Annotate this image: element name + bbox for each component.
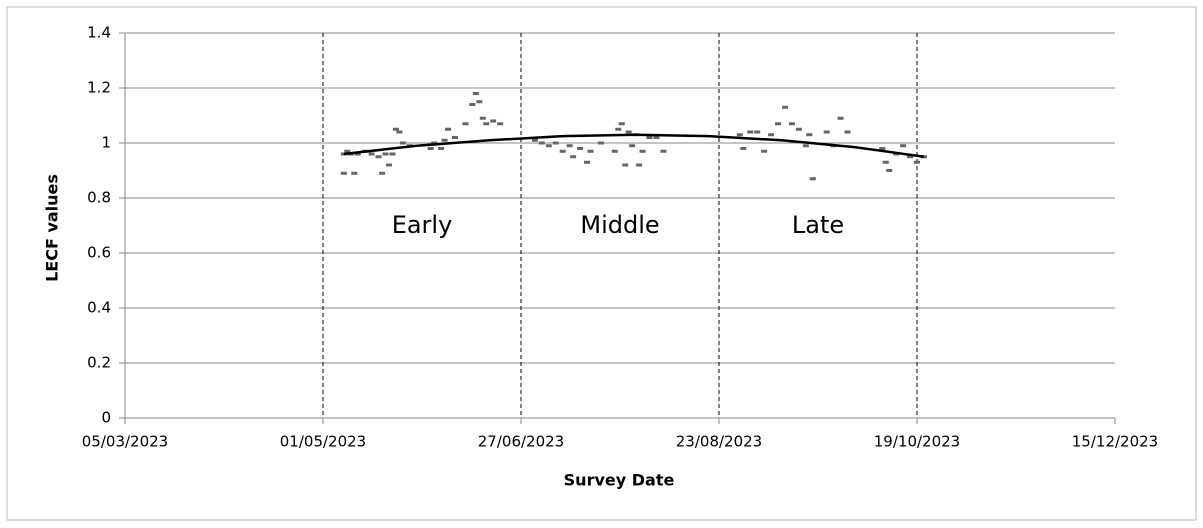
data-point bbox=[907, 155, 914, 159]
data-point bbox=[399, 141, 406, 145]
data-point bbox=[452, 136, 458, 139]
data-point bbox=[615, 127, 622, 131]
x-tick-label: 15/12/2023 bbox=[1072, 433, 1158, 451]
data-point bbox=[788, 122, 795, 126]
data-point bbox=[886, 169, 893, 172]
region-label: Middle bbox=[580, 211, 659, 239]
data-point bbox=[472, 92, 479, 95]
data-point bbox=[823, 130, 830, 134]
x-tick-label: 01/05/2023 bbox=[280, 433, 366, 451]
data-point bbox=[427, 147, 434, 150]
x-axis-title: Survey Date bbox=[564, 471, 675, 490]
data-point bbox=[844, 130, 851, 134]
data-point bbox=[566, 144, 573, 148]
y-tick-label: 0 bbox=[101, 409, 111, 427]
data-point bbox=[611, 149, 618, 153]
x-tick-label: 23/08/2023 bbox=[676, 433, 762, 451]
data-point bbox=[618, 122, 625, 126]
data-point bbox=[431, 141, 438, 145]
data-point bbox=[584, 160, 590, 164]
data-point bbox=[900, 144, 907, 148]
data-point bbox=[351, 171, 358, 175]
data-point bbox=[740, 147, 747, 150]
data-point bbox=[483, 122, 490, 126]
y-tick-label: 0.4 bbox=[87, 299, 111, 317]
data-point bbox=[552, 141, 559, 145]
data-point bbox=[545, 144, 552, 148]
data-point bbox=[490, 119, 497, 123]
data-point bbox=[622, 163, 629, 167]
data-point bbox=[587, 149, 594, 153]
data-point bbox=[379, 171, 386, 175]
data-point bbox=[375, 155, 382, 159]
data-point bbox=[882, 160, 889, 164]
data-point bbox=[629, 144, 636, 148]
data-point bbox=[660, 149, 667, 153]
data-point bbox=[636, 163, 643, 167]
region-label: Early bbox=[392, 211, 453, 239]
data-point bbox=[653, 136, 660, 139]
data-point bbox=[479, 116, 486, 120]
data-point bbox=[646, 136, 653, 139]
data-point bbox=[340, 171, 347, 175]
data-point bbox=[802, 144, 809, 148]
y-tick-label: 0.2 bbox=[87, 354, 111, 372]
data-point bbox=[344, 149, 351, 153]
data-point bbox=[469, 103, 476, 106]
y-tick-label: 0.6 bbox=[87, 244, 111, 262]
x-tick-label: 05/03/2023 bbox=[82, 433, 168, 451]
data-point bbox=[538, 141, 545, 145]
data-point bbox=[570, 155, 577, 159]
data-point bbox=[389, 152, 396, 156]
data-point bbox=[441, 138, 448, 142]
data-point bbox=[775, 122, 782, 126]
data-point bbox=[782, 105, 788, 109]
data-point bbox=[879, 147, 886, 150]
data-point bbox=[531, 138, 538, 142]
data-point bbox=[559, 149, 566, 153]
data-point bbox=[386, 163, 392, 167]
data-point bbox=[497, 122, 504, 126]
data-point bbox=[396, 130, 403, 134]
data-point bbox=[761, 149, 768, 153]
data-point bbox=[914, 160, 920, 164]
data-point bbox=[382, 152, 389, 156]
data-point bbox=[837, 116, 844, 120]
y-tick-label: 0.8 bbox=[87, 189, 111, 207]
data-point bbox=[392, 127, 399, 131]
y-axis-title: LECF values bbox=[43, 174, 62, 282]
data-point bbox=[462, 122, 469, 126]
chart-frame bbox=[6, 6, 1197, 521]
y-tick-label: 1.2 bbox=[87, 79, 111, 97]
data-point bbox=[639, 149, 646, 153]
data-point bbox=[768, 133, 775, 137]
data-point bbox=[754, 130, 761, 134]
data-point bbox=[795, 127, 802, 131]
data-point bbox=[736, 133, 743, 137]
data-point bbox=[476, 100, 483, 104]
data-point bbox=[809, 177, 816, 181]
trend-line bbox=[343, 133, 925, 158]
data-point bbox=[354, 152, 361, 156]
data-point bbox=[597, 141, 604, 145]
x-tick-label: 19/10/2023 bbox=[874, 433, 960, 451]
data-point bbox=[577, 147, 584, 150]
data-point bbox=[368, 152, 375, 156]
data-point bbox=[438, 147, 445, 150]
y-tick-label: 1.4 bbox=[87, 24, 111, 42]
y-tick-label: 1 bbox=[101, 134, 111, 152]
data-point bbox=[625, 130, 632, 134]
data-point bbox=[747, 130, 754, 134]
data-point bbox=[445, 127, 452, 131]
data-point bbox=[806, 133, 813, 137]
region-label: Late bbox=[792, 211, 844, 239]
x-tick-label: 27/06/2023 bbox=[478, 433, 564, 451]
